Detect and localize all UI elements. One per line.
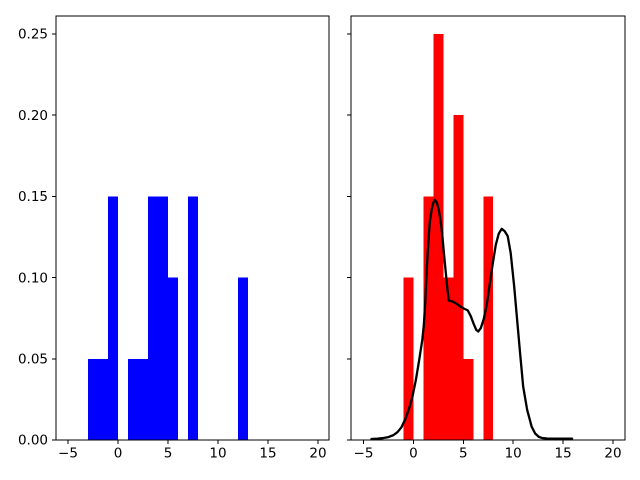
y-tick-label: 0.20 — [18, 108, 48, 124]
histogram-bar — [108, 196, 118, 440]
histogram-bar — [158, 196, 168, 440]
y-tick-label: 0.15 — [18, 189, 48, 205]
y-tick-label: 0.05 — [18, 351, 48, 367]
histogram-bar — [168, 277, 178, 440]
x-tick-label: 0 — [114, 446, 123, 462]
histogram-bar — [128, 358, 138, 440]
histogram-bar — [88, 358, 98, 440]
x-tick-label: 10 — [209, 446, 226, 462]
y-tick-label: 0.00 — [18, 433, 48, 449]
y-tick-label: 0.25 — [18, 27, 48, 43]
x-tick-label: 10 — [505, 446, 522, 462]
histogram-bar — [463, 358, 474, 440]
right-subplot: −5 0 5 10 15 20 — [347, 15, 626, 462]
histogram-bar — [483, 196, 494, 440]
histogram-bar — [433, 33, 444, 441]
histogram-bar — [98, 358, 108, 440]
x-tick-label: 5 — [164, 446, 173, 462]
x-tick-label: 5 — [459, 446, 468, 462]
x-tick-label: 20 — [309, 446, 326, 462]
kde-curve — [370, 198, 574, 441]
axes-spines — [350, 15, 626, 441]
histogram-bar — [188, 196, 198, 440]
y-tick-label: 0.10 — [18, 270, 48, 286]
x-tick-label: 15 — [259, 446, 276, 462]
left-subplot: −5 0 5 10 15 20 0.00 0.05 0.10 0.15 0.20 0.25 — [18, 15, 330, 462]
histogram-bar — [443, 277, 454, 440]
x-tick-label: −5 — [354, 446, 374, 462]
histogram-bar — [148, 196, 158, 440]
x-tick-label: 15 — [555, 446, 572, 462]
x-tick-label: 0 — [409, 446, 418, 462]
histogram-bar — [238, 277, 248, 440]
histogram-bar — [403, 277, 414, 440]
x-tick-label: 20 — [604, 446, 621, 462]
x-tick-label: −5 — [58, 446, 78, 462]
histogram-bar — [138, 358, 148, 440]
histogram-bar — [423, 196, 434, 440]
histogram-bar — [453, 115, 464, 440]
axes-spines — [55, 15, 330, 441]
